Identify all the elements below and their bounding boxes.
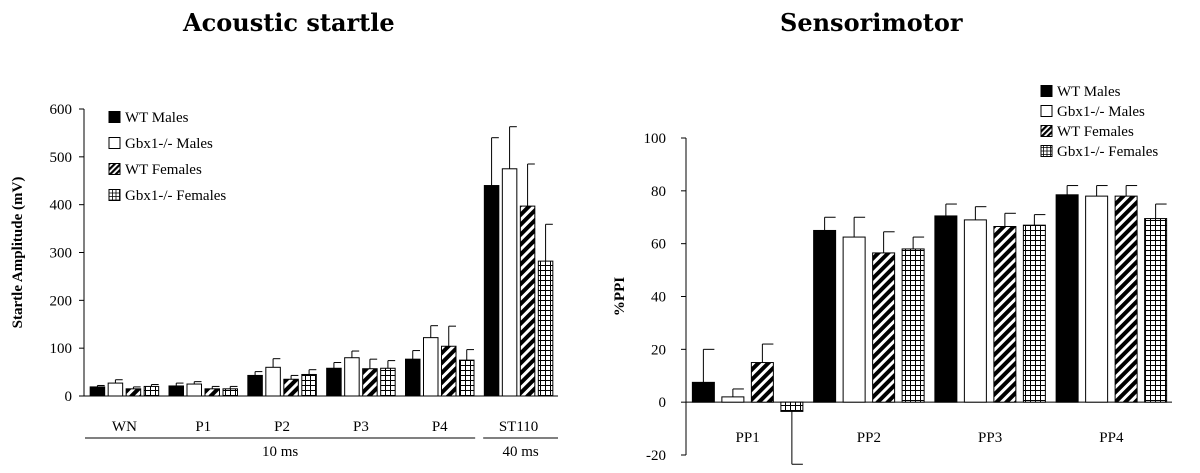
bar-gbx1-males-pp4 <box>1085 195 1109 403</box>
legend-label-wt-males: WT Males <box>1057 84 1121 100</box>
chart-title-acoustic-startle: Acoustic startle <box>183 8 395 37</box>
bar-wt-males-wn <box>89 386 106 397</box>
legend-label-gbx1-males: Gbx1-/- Males <box>125 136 213 152</box>
bar-gbx1-males-p1 <box>186 383 202 397</box>
y-tick-label: 400 <box>50 198 73 214</box>
legend-label-wt-females: WT Females <box>125 162 202 178</box>
legend-label-wt-males: WT Males <box>125 110 189 126</box>
x-tick-label-wn: WN <box>112 419 137 435</box>
y-tick-label: 80 <box>651 184 666 200</box>
x-tick-label-p3: P3 <box>353 419 369 435</box>
legend-label-gbx1-males: Gbx1-/- Males <box>1057 104 1145 120</box>
bar-wt-females-p3 <box>362 368 378 397</box>
legend-swatch-gbx1-females <box>108 189 121 201</box>
y-tick-label: 0 <box>659 395 667 411</box>
legend-swatch-wt-males <box>108 111 121 123</box>
y-tick-label: 20 <box>651 342 666 358</box>
y-tick-label: 40 <box>651 290 666 306</box>
bar-wt-males-pp1 <box>691 381 715 403</box>
bar-wt-males-p2 <box>247 374 263 397</box>
bar-wt-males-st110 <box>483 185 500 397</box>
bar-gbx1-females-pp2 <box>901 248 925 403</box>
x-tick-label-p4: P4 <box>432 419 448 435</box>
y-tick-label: 200 <box>50 293 73 309</box>
bar-gbx1-females-p1 <box>222 388 238 397</box>
legend: WT Males Gbx1-/- Males WT Females Gbx1-/- F… <box>1040 84 1158 160</box>
bar-wt-females-pp4 <box>1114 195 1138 403</box>
bar-gbx1-females-pp1 <box>780 401 804 412</box>
group-label-40-ms: 40 ms <box>502 444 538 460</box>
bar-gbx1-females-wn <box>143 385 160 397</box>
bar-wt-males-p3 <box>326 367 342 397</box>
legend-swatch-wt-males <box>1040 85 1053 97</box>
bar-gbx1-males-st110 <box>501 168 518 397</box>
x-tick-label-pp2: PP2 <box>857 430 881 446</box>
bar-wt-females-p1 <box>204 388 220 397</box>
bar-gbx1-females-st110 <box>537 260 554 397</box>
legend-label-gbx1-females: Gbx1-/- Females <box>125 188 226 204</box>
legend-swatch-gbx1-males <box>1040 105 1053 117</box>
bar-wt-females-p2 <box>283 378 299 397</box>
bar-gbx1-males-p3 <box>344 357 360 397</box>
x-tick-label-pp4: PP4 <box>1099 430 1124 446</box>
y-tick-label: 0 <box>65 389 73 405</box>
bar-gbx1-males-wn <box>107 382 124 397</box>
bar-wt-females-p4 <box>441 345 457 397</box>
legend: WT Males Gbx1-/- Males WT Females Gbx1-/- F… <box>108 110 226 204</box>
bar-wt-males-p1 <box>168 385 184 397</box>
chart-sensorimotor: -20 0 20 40 60 80 100 %PPI PP1 PP2 PP3 PP4 WT Males G… <box>612 84 1172 465</box>
x-tick-label-pp1: PP1 <box>736 430 760 446</box>
group-label-10-ms: 10 ms <box>262 444 298 460</box>
bar-wt-females-pp2 <box>872 252 896 403</box>
legend-swatch-wt-females <box>1040 125 1053 137</box>
y-tick-label: -20 <box>646 448 666 464</box>
y-tick-label: 60 <box>651 237 666 253</box>
bar-wt-males-pp2 <box>813 229 837 403</box>
bar-gbx1-males-p2 <box>265 366 281 397</box>
bar-wt-females-pp3 <box>993 225 1017 403</box>
chart-acoustic-startle: 0 100 200 300 400 500 600 Startle Amplitude (mV… <box>10 102 558 460</box>
y-tick-label: 100 <box>50 341 73 357</box>
bar-gbx1-females-p3 <box>380 367 396 397</box>
bar-wt-females-pp1 <box>750 362 774 403</box>
legend-swatch-wt-females <box>108 163 121 175</box>
y-tick-label: 600 <box>50 102 73 118</box>
bar-gbx1-females-pp4 <box>1144 218 1168 403</box>
bar-gbx1-males-pp1 <box>721 396 745 403</box>
y-tick-label: 100 <box>644 131 667 147</box>
y-tick-label: 500 <box>50 150 73 166</box>
chart-title-sensorimotor: Sensorimotor <box>780 8 963 37</box>
bar-wt-females-st110 <box>519 205 536 397</box>
bar-gbx1-females-p2 <box>301 373 317 397</box>
bar-gbx1-males-pp2 <box>842 236 866 403</box>
y-axis-label: Startle Amplitude (mV) <box>10 177 26 329</box>
x-tick-label-p1: P1 <box>195 419 211 435</box>
bar-wt-males-pp3 <box>934 215 958 403</box>
x-tick-label-pp3: PP3 <box>978 430 1002 446</box>
bar-gbx1-females-p4 <box>459 359 475 397</box>
legend-label-gbx1-females: Gbx1-/- Females <box>1057 144 1158 160</box>
legend-label-wt-females: WT Females <box>1057 124 1134 140</box>
x-tick-label-p2: P2 <box>274 419 290 435</box>
bar-wt-males-p4 <box>405 358 421 397</box>
y-tick-label: 300 <box>50 246 73 262</box>
bar-gbx1-females-pp3 <box>1022 224 1046 403</box>
x-tick-label-st110: ST110 <box>499 419 538 435</box>
legend-swatch-gbx1-males <box>108 137 121 149</box>
y-axis-label: %PPI <box>612 277 628 316</box>
bar-wt-females-wn <box>125 388 142 397</box>
legend-swatch-gbx1-females <box>1040 145 1053 157</box>
bar-gbx1-males-pp3 <box>963 219 987 403</box>
bar-gbx1-males-p4 <box>423 337 439 397</box>
bar-wt-males-pp4 <box>1055 194 1079 403</box>
